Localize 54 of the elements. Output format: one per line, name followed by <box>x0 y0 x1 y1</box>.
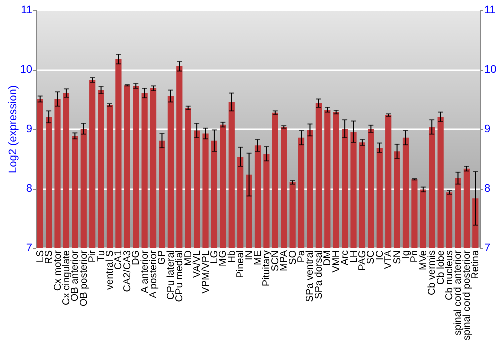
x-tick-label: spinal cord posterior <box>462 250 473 341</box>
x-tick-label: VPM/VPL <box>200 250 212 294</box>
x-tick-label: CA1 <box>114 250 125 270</box>
x-tick-label: Hb <box>226 250 238 264</box>
x-tick-label: ME <box>253 250 264 266</box>
x-tick-label: MPA <box>279 250 290 272</box>
x-tick-label: LG <box>209 250 220 264</box>
x-tick-label: Pituitary <box>262 250 273 287</box>
x-tick-label: Pir <box>88 250 99 263</box>
x-tick-label: Pineal <box>236 250 247 278</box>
x-tick-label: A anterior <box>140 250 151 294</box>
x-tick-label: ventral S <box>105 250 116 290</box>
x-tick-label: CPu lateral <box>166 250 177 300</box>
x-tick-label: Pn <box>410 250 421 263</box>
x-tick-label: IN <box>244 250 256 260</box>
x-tick-label: DG <box>131 250 142 266</box>
x-tick-label: GP <box>157 250 168 265</box>
x-tick-label: SC <box>366 250 378 264</box>
y2-tick-label: 10 <box>484 64 497 76</box>
y2-tick-label: 7 <box>484 242 491 254</box>
y-tick-label: 10 <box>20 64 32 76</box>
y2-tick-label: 8 <box>484 183 491 195</box>
x-tick-label: SCN <box>270 250 282 272</box>
x-tick-label: spinal cord anterior <box>453 250 464 336</box>
y-tick-label: 9 <box>26 124 32 136</box>
x-tick-label: MVe <box>418 250 430 271</box>
x-tick-label: SN <box>392 250 404 264</box>
x-tick-label: IC <box>374 250 386 260</box>
x-tick-label: OB posterior <box>78 250 90 307</box>
y-axis-title: Log2 (expression) <box>7 85 20 174</box>
x-tick-label: OB anterior <box>70 250 82 302</box>
y2-tick-label: 11 <box>484 4 496 16</box>
y-tick-label: 11 <box>21 4 32 16</box>
x-tick-label: A posterior <box>148 250 160 298</box>
x-tick-label: LS <box>35 250 46 263</box>
y2-tick-label: 9 <box>484 124 491 136</box>
x-tick-label: LH <box>348 250 360 264</box>
x-tick-label: CPu medial <box>174 250 186 302</box>
x-tick-label: Cx cingulate <box>61 250 72 306</box>
x-tick-label: VTA <box>384 250 395 270</box>
x-tick-label: SPa dorsal <box>314 250 325 300</box>
x-tick-label: DM <box>322 250 334 266</box>
x-tick-label: Retina <box>470 250 482 280</box>
x-tick-label: SO <box>288 250 299 265</box>
y-tick-label: 8 <box>26 183 32 195</box>
x-tick-label: RS <box>44 250 56 264</box>
x-tick-label: Cb lobe <box>436 250 447 285</box>
x-tick-label: PAG <box>357 250 368 271</box>
x-tick-label: Arc <box>340 250 352 266</box>
x-tick-label: VMH <box>331 250 342 273</box>
x-tick-label: Tu <box>96 250 108 262</box>
x-tick-label: Ig <box>401 250 412 259</box>
x-tick-label: CA2/CA3 <box>122 250 134 292</box>
y-tick-label: 7 <box>26 242 32 254</box>
